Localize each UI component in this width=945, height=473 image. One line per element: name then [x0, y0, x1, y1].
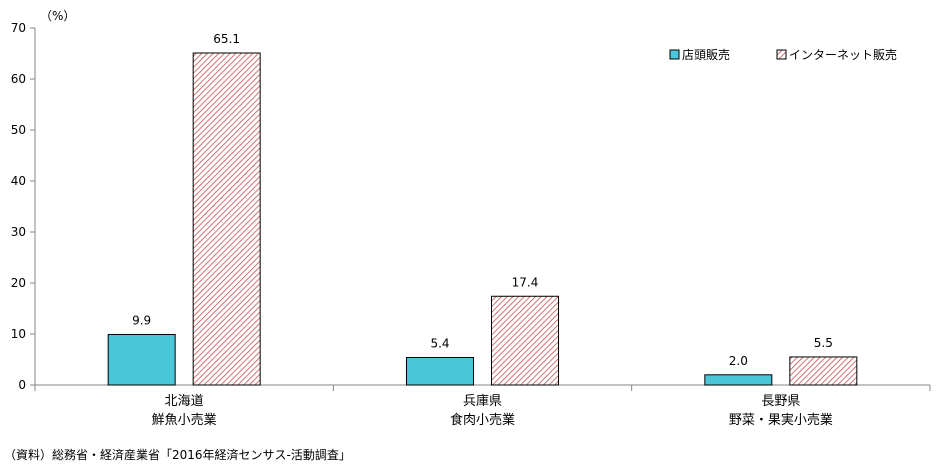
data-label: 5.4: [430, 336, 449, 350]
chart-legend: 店頭販売 インターネット販売: [669, 47, 897, 62]
category-label-region: 兵庫県: [463, 394, 502, 409]
bar-store-1: [406, 356, 474, 386]
y-tick-label: 10: [11, 327, 26, 341]
category-label-region: 長野県: [761, 394, 800, 409]
data-label: 65.1: [213, 32, 240, 46]
y-tick-label: 0: [18, 378, 26, 392]
y-tick-label: 20: [11, 276, 26, 290]
y-unit-label: （%）: [40, 9, 75, 23]
y-tick-label: 30: [11, 225, 26, 239]
y-tick-label: 50: [11, 123, 26, 137]
chart-bars: [107, 52, 858, 386]
category-label-industry: 野菜・果実小売業: [729, 412, 833, 428]
bar-internet-2: [789, 356, 858, 386]
data-label: 17.4: [512, 275, 539, 289]
legend-label: インターネット販売: [789, 47, 897, 62]
y-tick-label: 70: [11, 21, 26, 35]
y-tick-label: 60: [11, 72, 26, 86]
source-note: （資料）総務省・経済産業省「2016年経済センサス-活動調査」: [4, 448, 351, 462]
category-label-industry: 鮮魚小売業: [152, 412, 217, 428]
chart-axes: 0 10 20 30 40 50 60 70 （%）: [11, 9, 931, 392]
category-label-region: 北海道: [165, 394, 204, 409]
legend-label: 店頭販売: [682, 47, 730, 62]
bar-internet-1: [491, 295, 559, 386]
bar-store-2: [704, 374, 773, 386]
bar-store-0: [107, 334, 176, 386]
data-label: 2.0: [729, 354, 748, 368]
data-label: 9.9: [132, 314, 151, 328]
y-tick-label: 40: [11, 174, 26, 188]
bar-internet-0: [192, 52, 261, 386]
legend-swatch-internet: [776, 49, 787, 60]
category-label-industry: 食肉小売業: [450, 412, 515, 428]
legend-swatch-store: [669, 49, 680, 60]
data-label: 5.5: [814, 336, 833, 350]
